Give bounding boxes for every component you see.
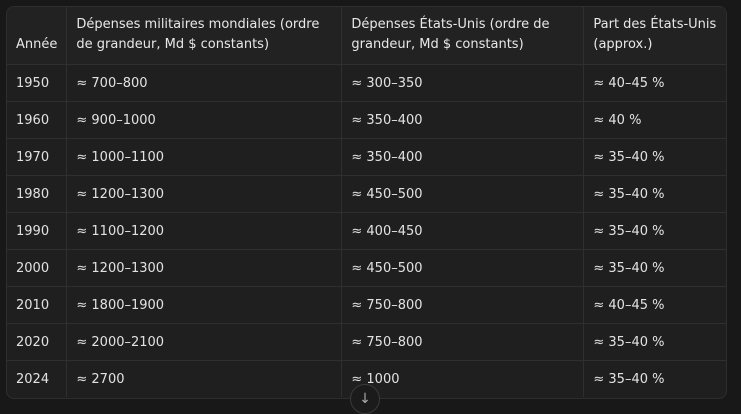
header-year: Année	[7, 7, 67, 65]
cell-year: 2020	[7, 323, 67, 361]
cell-us-spending: ≈ 450–500	[341, 175, 584, 213]
cell-us-spending: ≈ 450–500	[341, 249, 584, 287]
cell-world-spending: ≈ 700–800	[66, 64, 342, 102]
header-us-share: Part des États-Unis (approx.)	[583, 7, 726, 65]
header-world-spending: Dépenses militaires mondiales (ordre de …	[66, 7, 342, 65]
cell-world-spending: ≈ 1200–1300	[66, 249, 342, 287]
cell-world-spending: ≈ 2000–2100	[66, 323, 342, 361]
cell-year: 1970	[7, 138, 67, 176]
cell-us-spending: ≈ 300–350	[341, 64, 584, 102]
cell-year: 1980	[7, 175, 67, 213]
cell-us-spending: ≈ 750–800	[341, 323, 584, 361]
cell-us-spending: ≈ 750–800	[341, 286, 584, 324]
cell-us-share: ≈ 40–45 %	[583, 286, 726, 324]
table-row: 1950 ≈ 700–800 ≈ 300–350 ≈ 40–45 %	[7, 64, 726, 102]
scroll-down-button[interactable]: ↓	[350, 384, 380, 414]
cell-us-spending: ≈ 350–400	[341, 138, 584, 176]
header-us-spending: Dépenses États-Unis (ordre de grandeur, …	[341, 7, 584, 65]
cell-us-share: ≈ 35–40 %	[583, 175, 726, 213]
cell-us-share: ≈ 35–40 %	[583, 138, 726, 176]
cell-us-share: ≈ 35–40 %	[583, 249, 726, 287]
cell-year: 2000	[7, 249, 67, 287]
table-row: 2020 ≈ 2000–2100 ≈ 750–800 ≈ 35–40 %	[7, 323, 726, 361]
arrow-down-icon: ↓	[359, 391, 371, 407]
cell-us-share: ≈ 40–45 %	[583, 64, 726, 102]
cell-us-share: ≈ 35–40 %	[583, 323, 726, 361]
cell-us-share: ≈ 35–40 %	[583, 360, 726, 397]
data-table-container: Année Dépenses militaires mondiales (ord…	[6, 6, 727, 399]
table-row: 2000 ≈ 1200–1300 ≈ 450–500 ≈ 35–40 %	[7, 249, 726, 287]
table-row: 1970 ≈ 1000–1100 ≈ 350–400 ≈ 35–40 %	[7, 138, 726, 176]
cell-world-spending: ≈ 2700	[66, 360, 342, 397]
cell-year: 2010	[7, 286, 67, 324]
cell-world-spending: ≈ 900–1000	[66, 101, 342, 139]
cell-us-share: ≈ 40 %	[583, 101, 726, 139]
cell-us-spending: ≈ 1000	[341, 360, 584, 397]
military-spending-table: Année Dépenses militaires mondiales (ord…	[7, 7, 726, 397]
table-row: 2024 ≈ 2700 ≈ 1000 ≈ 35–40 %	[7, 360, 726, 397]
cell-world-spending: ≈ 1100–1200	[66, 212, 342, 250]
cell-world-spending: ≈ 1200–1300	[66, 175, 342, 213]
cell-us-spending: ≈ 400–450	[341, 212, 584, 250]
cell-world-spending: ≈ 1800–1900	[66, 286, 342, 324]
table-row: 1990 ≈ 1100–1200 ≈ 400–450 ≈ 35–40 %	[7, 212, 726, 250]
table-row: 2010 ≈ 1800–1900 ≈ 750–800 ≈ 40–45 %	[7, 286, 726, 324]
cell-year: 1990	[7, 212, 67, 250]
cell-world-spending: ≈ 1000–1100	[66, 138, 342, 176]
cell-us-share: ≈ 35–40 %	[583, 212, 726, 250]
cell-us-spending: ≈ 350–400	[341, 101, 584, 139]
table-row: 1960 ≈ 900–1000 ≈ 350–400 ≈ 40 %	[7, 101, 726, 139]
cell-year: 2024	[7, 360, 67, 397]
table-row: 1980 ≈ 1200–1300 ≈ 450–500 ≈ 35–40 %	[7, 175, 726, 213]
cell-year: 1960	[7, 101, 67, 139]
table-header-row: Année Dépenses militaires mondiales (ord…	[7, 7, 726, 65]
cell-year: 1950	[7, 64, 67, 102]
